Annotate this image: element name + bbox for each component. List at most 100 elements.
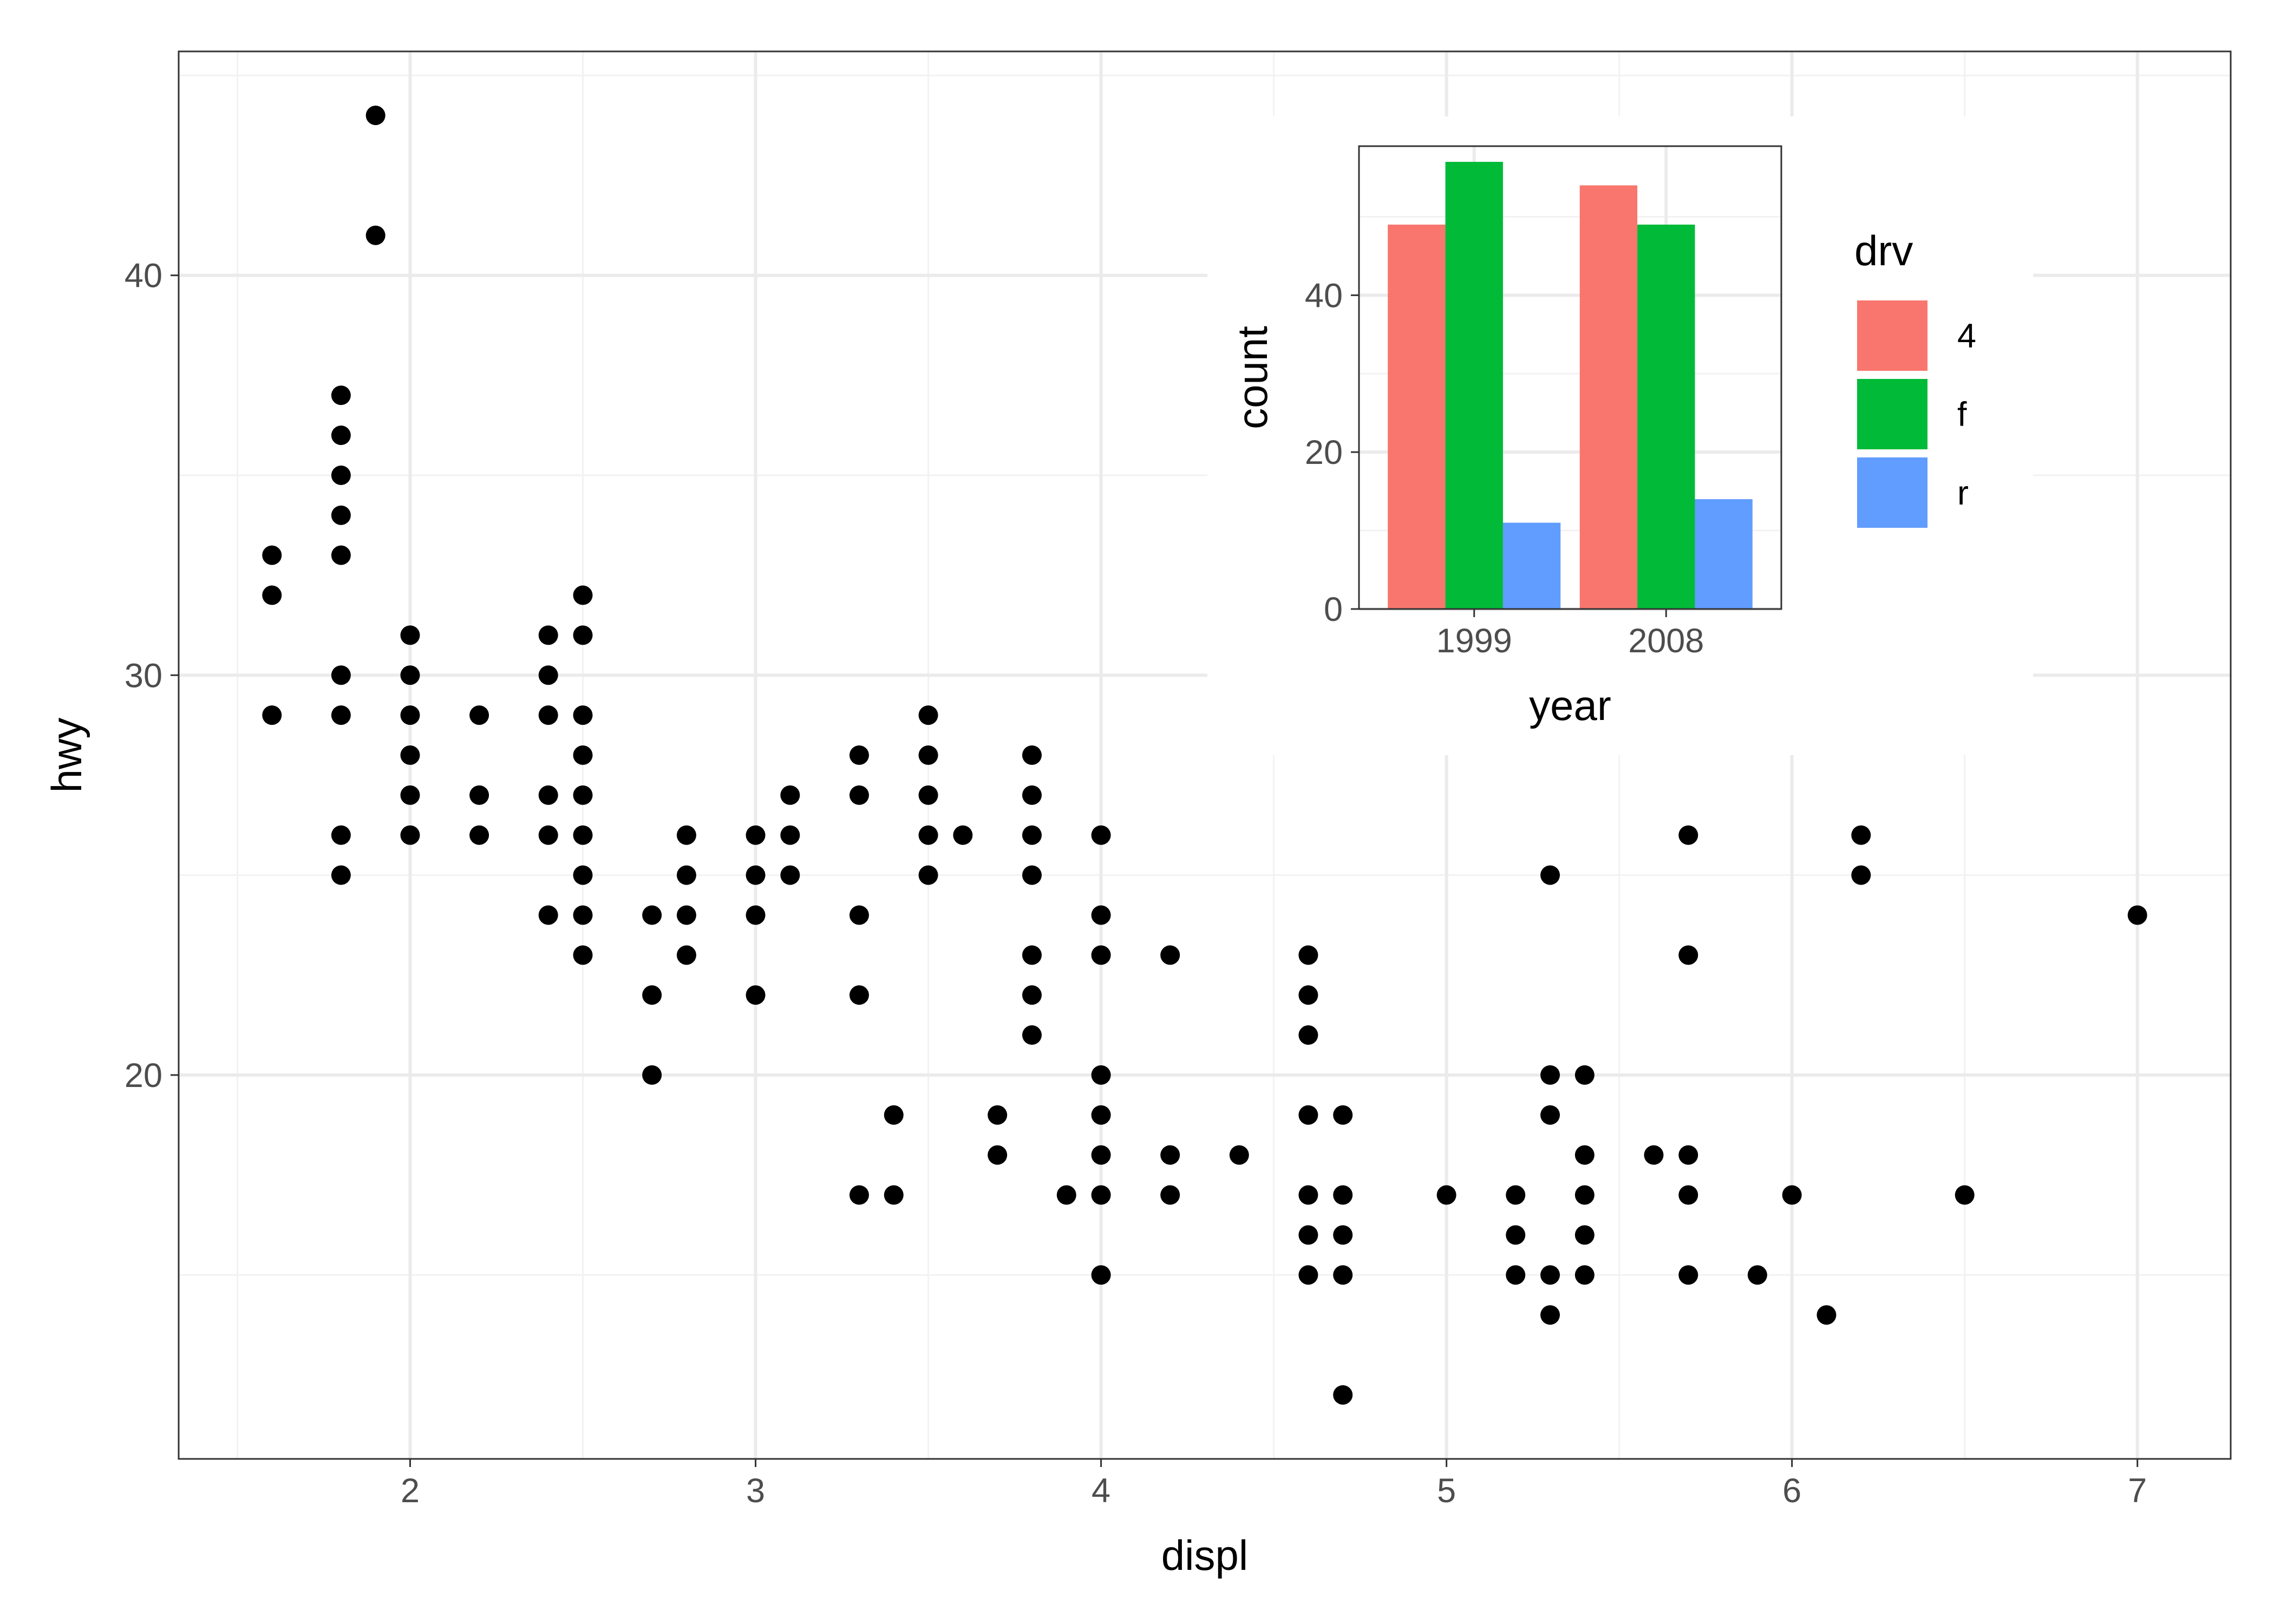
data-point	[1678, 1265, 1698, 1285]
x-tick-label: 6	[1782, 1472, 1801, 1510]
data-point	[918, 705, 938, 725]
inset-y-tick-label: 40	[1305, 277, 1343, 315]
data-point	[400, 665, 420, 685]
data-point	[331, 825, 351, 845]
data-point	[1022, 825, 1042, 845]
data-point	[1574, 1145, 1595, 1165]
bar-f-1999	[1445, 161, 1503, 610]
panel-border	[178, 50, 2232, 1460]
data-point	[1816, 1305, 1837, 1325]
data-point	[469, 825, 489, 845]
legend-label-f: f	[1957, 396, 1967, 434]
data-point	[1091, 945, 1111, 965]
data-point	[573, 905, 593, 925]
data-point	[1333, 1185, 1353, 1205]
data-point	[400, 705, 420, 725]
data-point	[331, 465, 351, 485]
data-point	[331, 865, 351, 885]
data-point	[1229, 1145, 1249, 1165]
legend-key-r	[1857, 457, 1927, 528]
inset-y-tick-label: 0	[1324, 591, 1343, 628]
data-point	[573, 745, 593, 765]
x-tick-label: 2	[401, 1472, 420, 1510]
inset-bar-chart: 0 20 40 1999 2008 year count drv 4 f r	[1207, 116, 2033, 755]
data-point	[1022, 785, 1042, 805]
data-point	[1091, 825, 1111, 845]
y-tick-label: 30	[125, 657, 162, 695]
data-point	[1022, 865, 1042, 885]
data-point	[1851, 865, 1871, 885]
data-point	[780, 785, 800, 805]
data-point	[1091, 1105, 1111, 1125]
data-point	[676, 945, 696, 965]
data-point	[1333, 1265, 1353, 1285]
x-axis-title: displ	[1161, 1531, 1248, 1579]
bar-f-2008	[1637, 224, 1695, 609]
data-point	[1298, 1265, 1318, 1285]
data-point	[1091, 1065, 1111, 1085]
data-point	[1540, 1265, 1560, 1285]
data-point	[1678, 1185, 1698, 1205]
data-point	[1574, 1065, 1595, 1085]
data-point	[746, 865, 766, 885]
data-point	[1574, 1265, 1595, 1285]
data-point	[573, 945, 593, 965]
data-point	[1298, 1225, 1318, 1245]
data-point	[1540, 1105, 1560, 1125]
data-point	[262, 585, 282, 605]
data-point	[573, 825, 593, 845]
data-point	[988, 1145, 1008, 1165]
data-point	[953, 825, 973, 845]
data-point	[1333, 1105, 1353, 1125]
data-point	[849, 985, 869, 1005]
data-point	[573, 705, 593, 725]
inset-x-tick-label: 2008	[1628, 622, 1704, 660]
data-point	[1506, 1265, 1526, 1285]
data-point	[1644, 1145, 1664, 1165]
inset-y-axis-title: count	[1229, 326, 1276, 429]
data-point	[1298, 1105, 1318, 1125]
data-point	[1091, 1185, 1111, 1205]
data-point	[849, 785, 869, 805]
data-point	[1540, 1065, 1560, 1085]
data-point	[331, 665, 351, 685]
data-point	[1782, 1185, 1802, 1205]
bar-r-1999	[1502, 522, 1561, 609]
data-point	[573, 785, 593, 805]
data-point	[365, 106, 385, 126]
data-point	[331, 425, 351, 446]
data-point	[676, 825, 696, 845]
y-tick-label: 20	[125, 1057, 162, 1095]
data-point	[1091, 905, 1111, 925]
legend-label-4: 4	[1957, 317, 1976, 355]
data-point	[1022, 1025, 1042, 1045]
data-point	[1056, 1185, 1076, 1205]
x-tick-label: 7	[2128, 1472, 2147, 1510]
data-point	[884, 1105, 904, 1125]
data-point	[1540, 1305, 1560, 1325]
data-point	[400, 825, 420, 845]
data-point	[538, 905, 558, 925]
data-point	[538, 825, 558, 845]
data-point	[2127, 905, 2147, 925]
data-point	[918, 745, 938, 765]
data-point	[849, 1185, 869, 1205]
data-point	[1678, 945, 1698, 965]
data-point	[1091, 1145, 1111, 1165]
data-point	[1851, 825, 1871, 845]
x-tick-label: 5	[1437, 1472, 1456, 1510]
data-point	[1091, 1265, 1111, 1285]
inset-y-tick-label: 20	[1305, 434, 1343, 472]
data-point	[1955, 1185, 1975, 1205]
data-point	[918, 865, 938, 885]
data-point	[538, 785, 558, 805]
data-point	[780, 825, 800, 845]
y-axis-title: hwy	[43, 718, 90, 793]
data-point	[331, 545, 351, 565]
data-point	[1160, 945, 1180, 965]
data-point	[1298, 1185, 1318, 1205]
data-point	[849, 905, 869, 925]
data-point	[262, 705, 282, 725]
bar-4-1999	[1388, 224, 1446, 609]
